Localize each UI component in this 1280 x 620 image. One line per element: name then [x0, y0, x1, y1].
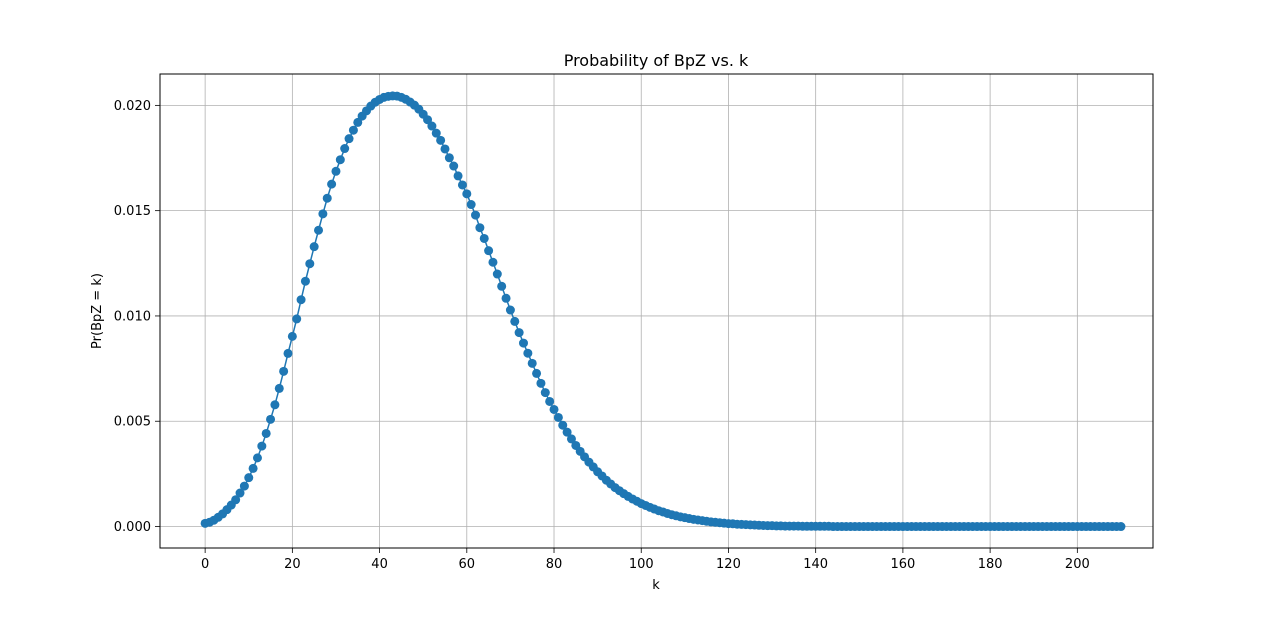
data-point — [540, 388, 550, 398]
data-point — [257, 441, 267, 451]
x-tick-label: 160 — [890, 557, 915, 572]
y-axis-label: Pr(BpZ = k) — [90, 273, 105, 349]
data-point — [283, 348, 293, 358]
data-point — [252, 453, 262, 463]
x-tick-label: 120 — [716, 557, 741, 572]
data-point — [266, 414, 276, 424]
chart-title: Probability of BpZ vs. k — [564, 51, 749, 70]
data-point — [244, 473, 254, 483]
data-point — [327, 179, 337, 189]
data-point — [274, 383, 284, 393]
data-point — [532, 368, 542, 378]
x-tick-label: 80 — [546, 557, 563, 572]
data-point — [462, 189, 472, 199]
data-point — [523, 348, 533, 358]
grid — [160, 74, 1153, 548]
data-point — [314, 225, 324, 235]
y-tick-label: 0.000 — [114, 520, 151, 535]
data-point — [457, 180, 467, 190]
data-point — [309, 242, 319, 252]
data-point — [340, 144, 350, 154]
data-point — [449, 161, 459, 171]
x-tick-label: 40 — [371, 557, 388, 572]
data-point — [536, 378, 546, 388]
data-point — [348, 125, 358, 135]
data-point — [305, 259, 315, 269]
x-tick-label: 100 — [629, 557, 654, 572]
data-point — [545, 396, 555, 406]
data-point — [270, 400, 280, 410]
data-point — [501, 293, 511, 303]
data-point — [427, 121, 437, 131]
x-tick-label: 140 — [803, 557, 828, 572]
data-point — [296, 295, 306, 305]
data-point — [279, 366, 289, 376]
data-point — [344, 134, 354, 144]
x-tick-label: 60 — [459, 557, 476, 572]
data-point — [261, 428, 271, 438]
data-point — [292, 314, 302, 324]
data-point — [527, 358, 537, 368]
data-point — [553, 412, 563, 422]
series-group — [200, 91, 1126, 532]
y-tick-label: 0.005 — [114, 415, 151, 430]
data-point — [471, 210, 481, 220]
plot-frame — [159, 73, 1154, 549]
data-point — [231, 495, 241, 505]
data-point — [549, 404, 559, 414]
x-axis-label: k — [652, 578, 660, 593]
data-point — [318, 209, 328, 219]
data-point — [562, 427, 572, 437]
data-point — [566, 434, 576, 444]
data-point — [235, 488, 245, 498]
data-point — [322, 193, 332, 203]
data-point — [497, 281, 507, 291]
data-point — [248, 463, 258, 473]
x-tick-label: 180 — [978, 557, 1003, 572]
data-point — [453, 171, 463, 181]
data-point — [423, 115, 433, 125]
data-point — [505, 305, 515, 315]
data-point — [287, 331, 297, 341]
y-tick-label: 0.015 — [114, 204, 151, 219]
y-axis: 0.000 0.005 0.010 0.015 0.020 — [114, 99, 160, 535]
data-point — [479, 233, 489, 243]
data-point — [353, 117, 363, 127]
data-point — [558, 420, 568, 430]
data-point — [431, 128, 441, 138]
data-point — [492, 269, 502, 279]
y-tick-label: 0.010 — [114, 309, 151, 324]
data-point — [510, 316, 520, 326]
x-axis: 0 20 40 60 80 100 120 140 160 180 200 — [201, 548, 1090, 572]
data-point — [436, 135, 446, 145]
x-tick-label: 200 — [1065, 557, 1090, 572]
data-point — [518, 338, 528, 348]
data-point — [300, 276, 310, 286]
data-point — [466, 200, 476, 210]
data-point — [514, 328, 524, 338]
y-tick-label: 0.020 — [114, 99, 151, 114]
data-point — [331, 166, 341, 176]
x-tick-label: 0 — [201, 557, 209, 572]
data-point — [484, 246, 494, 256]
x-tick-label: 20 — [284, 557, 301, 572]
data-point — [440, 144, 450, 154]
data-point — [444, 153, 454, 163]
data-point — [1116, 522, 1126, 532]
data-point — [475, 223, 485, 233]
data-point — [239, 481, 249, 491]
data-point — [335, 155, 345, 165]
data-point — [488, 257, 498, 267]
